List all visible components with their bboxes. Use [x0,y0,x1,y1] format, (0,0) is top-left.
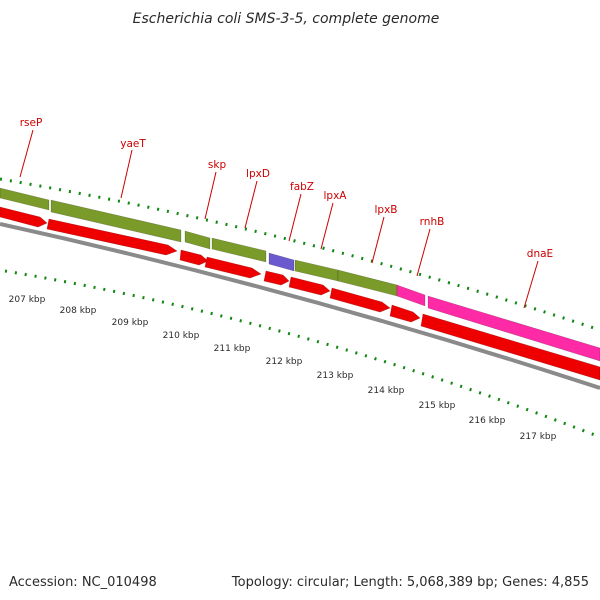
gene-bar-skp [184,230,211,250]
accession-text: Accession: NC_010498 [9,575,157,590]
scale-tick-arc [4,269,600,439]
leader-lpxD [244,180,258,229]
scale-label-211kbp: 211 kbp [214,344,251,354]
scale-ticks [4,269,600,439]
scale-label-210kbp: 210 kbp [163,331,200,341]
cds-arrow-skp [179,249,209,266]
gene-bar-fabZ [268,252,295,272]
cds-arrow-rseP [0,206,48,228]
leader-fabZ [288,193,302,242]
gene-track [0,187,600,362]
gene-label-dnaE: dnaE [527,248,553,260]
gene-bar-lpxD [211,237,267,263]
gene-label-skp: skp [208,159,227,171]
gene-bar-rnhB [396,284,426,307]
gene-labels: rseP yaeT skp lpxD fabZ lpxA lpxB rnhB d… [20,117,553,260]
genome-summary-text: Topology: circular; Length: 5,068,389 bp… [231,575,589,590]
gc-skew-track [0,177,600,332]
scale-label-208kbp: 208 kbp [60,306,97,316]
scale-label-207kbp: 207 kbp [9,295,46,305]
scale-label-217kbp: 217 kbp [520,432,557,442]
scale-label-209kbp: 209 kbp [112,318,149,328]
leader-dnaE [523,260,539,309]
outer-tick-arc [0,177,600,332]
scale-label-212kbp: 212 kbp [266,357,303,367]
cds-arrow-dnaE [420,313,600,381]
cds-arrow-lpxD [204,256,262,279]
gene-label-rnhB: rnhB [420,216,445,228]
gene-label-lpxA: lpxA [324,190,348,202]
gene-bar-yaeT [50,199,182,243]
gene-bar-lpxA [294,259,339,282]
scale-label-216kbp: 216 kbp [469,416,506,426]
cds-arrow-yaeT [46,218,178,256]
cds-arrow-rnhB [389,304,421,323]
leader-rseP [19,129,34,178]
gene-label-lpxB: lpxB [375,204,398,216]
cds-arrow-fabZ [263,270,290,286]
leader-skp [204,171,217,220]
leader-lpxB [371,216,385,264]
cds-arrow-lpxA [288,276,331,296]
scale-label-214kbp: 214 kbp [368,386,405,396]
leader-yaeT [120,149,133,199]
map-title: Escherichia coli SMS-3-5, complete genom… [133,11,440,27]
leader-rnhB [416,228,431,277]
gene-label-leaders [19,129,539,309]
gene-label-lpxD: lpxD [246,168,270,180]
gene-label-fabZ: fabZ [290,181,314,193]
genome-backbone [0,222,600,390]
scale-labels: 207 kbp 208 kbp 209 kbp 210 kbp 211 kbp … [9,295,557,442]
cds-arrow-lpxB [329,287,391,313]
leader-lpxA [320,202,334,250]
cds-track [0,206,600,381]
scale-label-213kbp: 213 kbp [317,371,354,381]
gene-label-yaeT: yaeT [120,138,146,150]
scale-label-215kbp: 215 kbp [419,401,456,411]
gene-bar-dnaE [427,295,600,362]
gene-bar-rseP [0,187,50,211]
gene-label-rseP: rseP [20,117,43,129]
backbone-line [0,222,600,390]
